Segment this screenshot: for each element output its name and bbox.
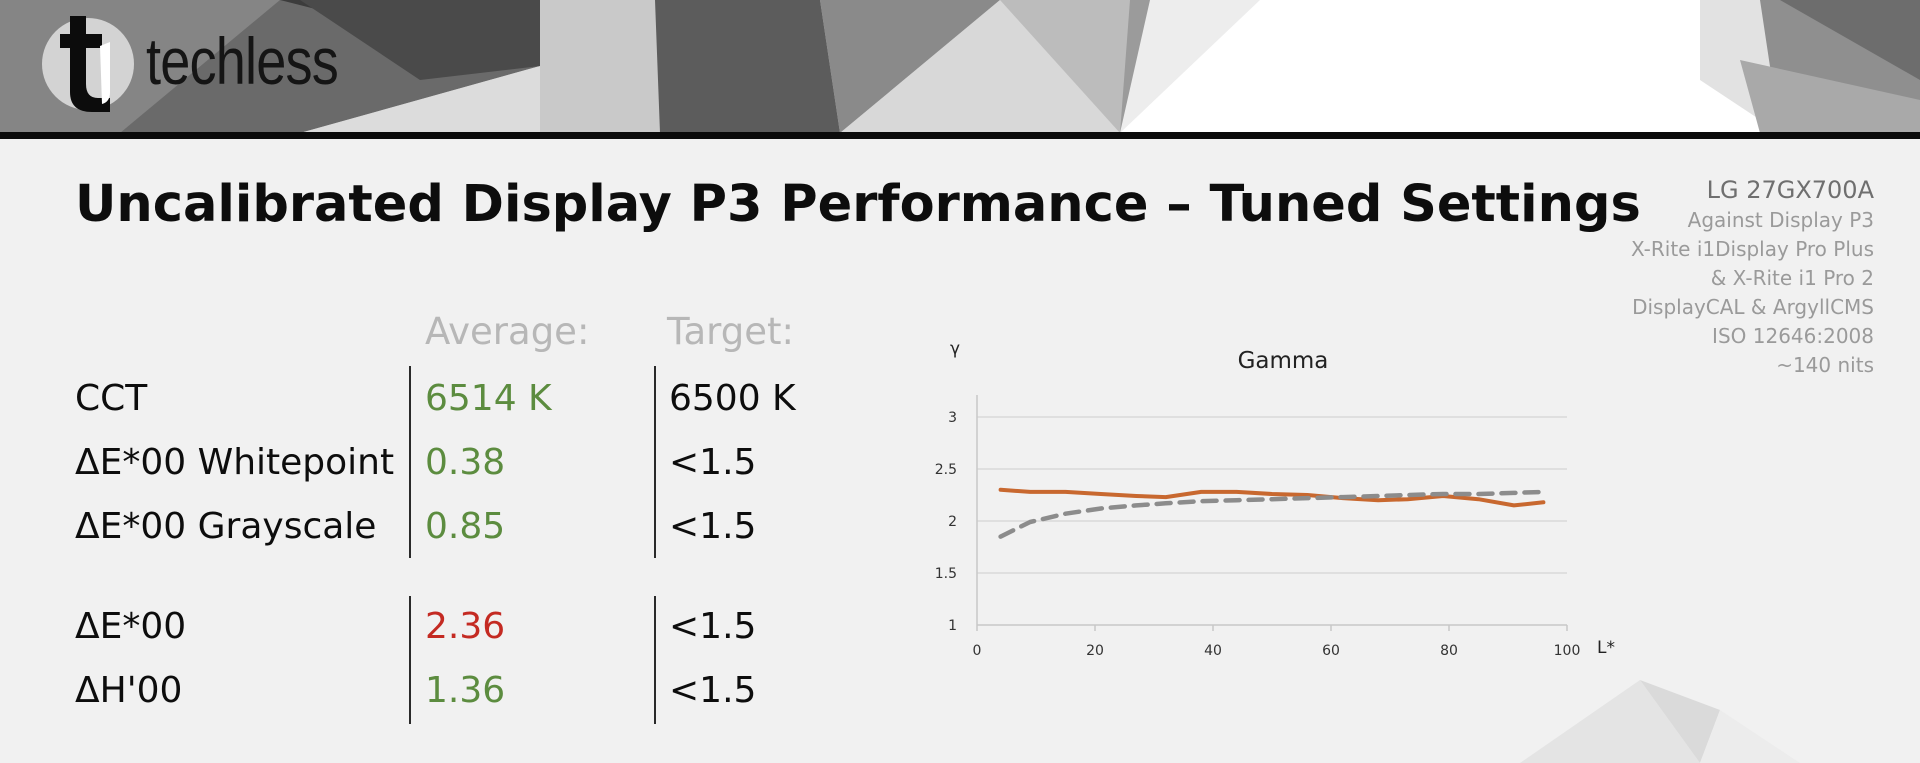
page-title: Uncalibrated Display P3 Performance – Tu… (75, 175, 1641, 234)
header-target: Target: (667, 310, 794, 353)
x-tick-label: 20 (1086, 643, 1104, 659)
y-tick-label: 1.5 (935, 566, 957, 582)
column-divider (654, 366, 656, 558)
x-tick-label: 0 (973, 643, 982, 659)
series-line-measured (998, 487, 1546, 508)
row-label-cct: CCT (75, 378, 148, 419)
test-info: LG 27GX700A Against Display P3 X-Rite i1… (1534, 174, 1874, 380)
row-target-cct: 6500 K (669, 378, 796, 419)
decor-shapes (1520, 680, 1800, 763)
column-divider (409, 596, 411, 724)
row-average-delta-e: 2.36 (425, 606, 506, 647)
y-tick-label: 2.5 (935, 462, 957, 478)
row-label-delta-e: ΔE*00 (75, 606, 187, 647)
info-line-colorimeter: X-Rite i1Display Pro Plus (1630, 237, 1874, 261)
row-average-cct: 6514 K (425, 378, 552, 419)
brand-name: techless (146, 24, 339, 98)
x-axis-label: L* (1597, 638, 1615, 658)
row-target-delta-e: <1.5 (669, 606, 757, 647)
header-average: Average: (425, 310, 590, 353)
row-label-delta-h: ΔH'00 (75, 670, 183, 711)
row-average-grayscale: 0.85 (425, 506, 506, 547)
row-target-whitepoint: <1.5 (669, 442, 757, 483)
x-tick-label: 60 (1322, 643, 1340, 659)
row-average-delta-h: 1.36 (425, 670, 506, 711)
info-line-software: DisplayCAL & ArgyllCMS (1632, 295, 1874, 319)
row-label-grayscale: ΔE*00 Grayscale (75, 506, 377, 547)
row-label-whitepoint: ΔE*00 Whitepoint (75, 442, 395, 483)
x-tick-label: 100 (1554, 643, 1581, 659)
y-tick-label: 3 (948, 410, 957, 426)
y-tick-label: 1 (948, 618, 957, 634)
header-banner: techless (0, 0, 1920, 133)
column-divider (654, 596, 656, 724)
monitor-model: LG 27GX700A (1706, 176, 1874, 204)
column-divider (409, 366, 411, 558)
info-line-spectro: & X-Rite i1 Pro 2 (1710, 266, 1874, 290)
row-average-whitepoint: 0.38 (425, 442, 506, 483)
row-target-delta-h: <1.5 (669, 670, 757, 711)
row-target-grayscale: <1.5 (669, 506, 757, 547)
y-axis-label: γ (950, 339, 960, 359)
banner-divider (0, 132, 1920, 139)
chart-title: Gamma (1238, 348, 1329, 374)
techless-logo-icon[interactable] (38, 12, 138, 112)
gamma-chart: 1 1.5 2 2.5 3 0 20 40 60 80 100 Gamma γ L* (935, 339, 1615, 659)
x-tick-label: 80 (1440, 643, 1458, 659)
info-line-luminance: ~140 nits (1776, 353, 1874, 377)
info-line-color-space: Against Display P3 (1687, 208, 1874, 232)
info-line-standard: ISO 12646:2008 (1712, 324, 1874, 348)
y-tick-label: 2 (948, 514, 957, 530)
x-tick-label: 40 (1204, 643, 1222, 659)
series-line-target (998, 489, 1546, 539)
